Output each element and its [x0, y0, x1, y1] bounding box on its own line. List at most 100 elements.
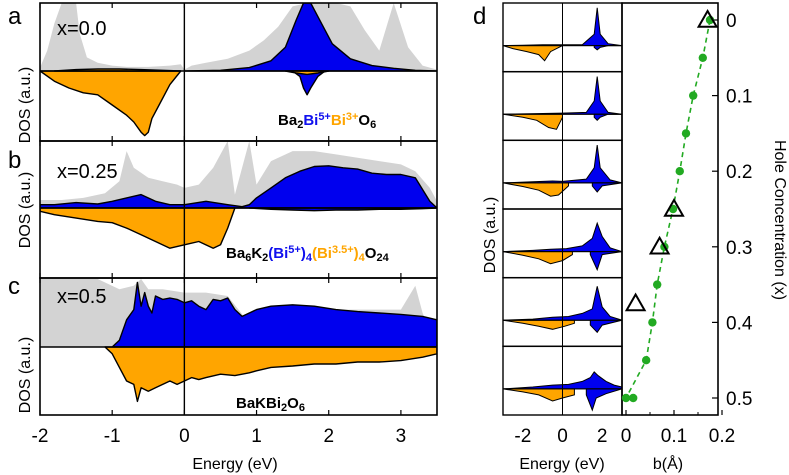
- dots-dashed-line: [624, 19, 711, 399]
- area-c-Bi_down: [104, 346, 437, 403]
- area-d-down-blue: [589, 251, 622, 272]
- xtick-label-c: -1: [104, 426, 121, 447]
- xtick-label-b: 0.1: [661, 426, 687, 447]
- formula-part: 6: [245, 252, 251, 264]
- panel-c-areas: [40, 279, 437, 403]
- area-d-down-blue: [591, 182, 622, 193]
- scatter-triangle: [663, 197, 685, 217]
- panel-d-row: [503, 145, 622, 197]
- markers-layer: [621, 8, 719, 403]
- formula-part: O: [287, 395, 299, 412]
- ytick-label-hole: 0.3: [726, 238, 752, 259]
- area-d-up: [503, 145, 622, 184]
- formula-part: (Bi: [268, 245, 288, 262]
- formula-part: 2: [262, 252, 268, 264]
- formula-part: Bi: [331, 112, 346, 129]
- area-a-Bi3+_down: [40, 70, 182, 137]
- formula-part: 2: [281, 402, 287, 414]
- panel-d-row: [503, 286, 622, 334]
- inset-label-a: x=0.0: [57, 18, 106, 40]
- panel-a-areas: [40, 3, 437, 137]
- formula-part: 5+: [318, 111, 331, 123]
- formula-part: 3.5+: [332, 244, 354, 256]
- tick-labels-layer: -2 -1 0 1 2 3 -2 0 200.10.20.30.40.50 0.1 0.2: [32, 11, 753, 447]
- area-d-down-orange: [503, 251, 573, 265]
- frames-layer: [39, 2, 723, 416]
- scatter-dot: [621, 393, 631, 403]
- area-d-down-blue: [585, 388, 622, 412]
- area-d-up: [503, 286, 622, 321]
- formula-part: BaKBi: [236, 395, 281, 412]
- panel-b-areas: [40, 141, 437, 249]
- formula-part: Ba: [226, 245, 246, 262]
- formula-part: O: [365, 245, 377, 262]
- ylabel-d: DOS (a.u.): [482, 197, 499, 273]
- ylabel-a: DOS (a.u.): [17, 67, 34, 143]
- area-d-down-orange: [503, 182, 569, 197]
- area-d-up: [503, 76, 622, 115]
- formula-part: 5+: [288, 244, 301, 256]
- formula-part: O: [358, 112, 370, 129]
- formula-part: 4: [306, 252, 313, 264]
- area-d-down-orange: [503, 388, 575, 402]
- scatter-triangle: [624, 292, 647, 312]
- formula-part: 2: [297, 119, 303, 131]
- panel-letter-c: c: [8, 273, 20, 300]
- xtick-label-c: -2: [32, 426, 49, 447]
- formula-part: 3+: [346, 111, 359, 123]
- formula-part: Ba: [278, 112, 298, 129]
- ytick-label-hole: 0: [726, 11, 737, 32]
- ytick-label-hole: 0.5: [726, 389, 752, 410]
- scatter-dot: [648, 318, 657, 327]
- inset-label-b: x=0.25: [57, 161, 118, 183]
- panel-d-row: [503, 371, 622, 412]
- xlabel-b: b(Å): [653, 454, 683, 473]
- panel-letter-b: b: [8, 147, 21, 174]
- labels-layer: a b c d x=0.0 x=0.25 x=0.5 DOS (a.u.) DO…: [8, 3, 788, 473]
- scatter-triangle: [696, 8, 719, 28]
- area-d-down-blue: [589, 319, 622, 334]
- xtick-label-d: 2: [597, 426, 608, 447]
- area-a-Bi5+_up: [183, 3, 437, 72]
- xtick-label-b: 0: [621, 426, 632, 447]
- formula-b: Ba6K2(Bi5+)4(Bi3.5+)4O24: [226, 244, 390, 264]
- panel-letter-a: a: [8, 3, 22, 30]
- scatter-dot: [675, 167, 684, 176]
- area-d-up: [503, 371, 622, 390]
- scatter-dot: [641, 356, 651, 365]
- area-d-down-orange: [503, 45, 563, 62]
- ytick-label-hole: 0.2: [726, 162, 752, 183]
- frame-d-scatter: [621, 2, 719, 416]
- ylabel-hole: Hole Concentration (x): [771, 140, 788, 300]
- panel-d-row: [503, 221, 622, 272]
- panel-letter-d: d: [473, 3, 486, 30]
- ylabel-c: DOS (a.u.): [17, 337, 34, 413]
- inset-label-c: x=0.5: [57, 286, 106, 308]
- area-d-down-orange: [503, 113, 563, 130]
- xtick-label-c: 2: [323, 426, 334, 447]
- xlabel-d: Energy (eV): [519, 456, 604, 473]
- area-d-down-blue: [593, 113, 622, 122]
- formula-part: ): [301, 245, 306, 262]
- formula-part: (Bi: [312, 245, 332, 262]
- xtick-label-d: -2: [514, 426, 531, 447]
- formula-part: 6: [370, 119, 376, 131]
- scatter-dot: [689, 91, 698, 100]
- formula-part: K: [251, 245, 262, 262]
- formula-a: Ba2Bi5+Bi3+O6: [278, 111, 376, 131]
- formula-part: 4: [359, 252, 366, 264]
- area-d-up: [503, 221, 622, 253]
- area-b-Bi3.5+_down: [40, 207, 236, 249]
- formula-c: BaKBi2O6: [236, 395, 305, 414]
- xlabel-c: Energy (eV): [192, 456, 277, 473]
- scatter-dot: [681, 129, 691, 138]
- ytick-label-hole: 0.4: [726, 313, 753, 334]
- formula-part: 6: [299, 402, 305, 414]
- scatter-dot: [629, 393, 638, 403]
- formula-part: ): [354, 245, 359, 262]
- ylabel-b: DOS (a.u.): [17, 172, 34, 248]
- scatter-dot: [653, 280, 662, 289]
- area-c-Bi_up: [111, 281, 437, 348]
- formula-part: Bi: [303, 112, 318, 129]
